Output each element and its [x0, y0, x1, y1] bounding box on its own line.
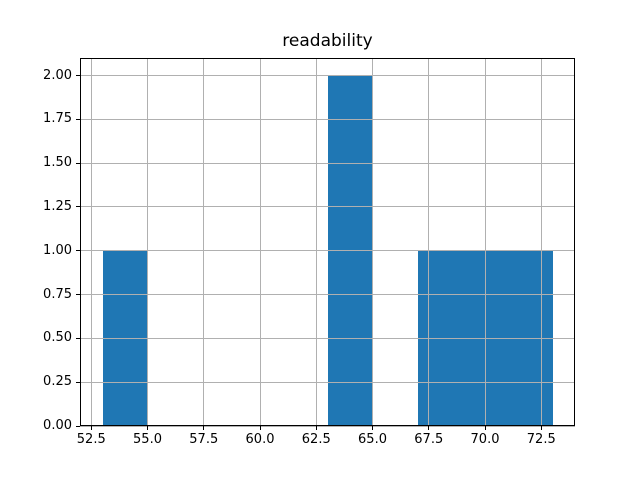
y-gridline [80, 206, 575, 208]
y-tick-label: 1.00 [43, 242, 72, 258]
x-tick-label: 55.0 [133, 432, 162, 447]
x-tick [90, 426, 92, 430]
x-gridline [259, 58, 261, 426]
chart-title: readability [282, 31, 373, 51]
grid-layer [80, 58, 575, 427]
plot-area: 52.5 55.0 57.5 60.0 62.5 65.0 67.5 70.0 72.5 0.00… [43, 58, 575, 447]
y-gridline [80, 118, 575, 120]
y-tick-label: 2.00 [43, 67, 72, 83]
x-tick [428, 426, 430, 430]
x-gridline [428, 58, 430, 426]
y-gridline [80, 162, 575, 164]
y-gridline [80, 294, 575, 296]
y-tick-label: 1.25 [43, 198, 72, 214]
x-tick-label: 57.5 [189, 432, 219, 447]
x-tick-label: 62.5 [301, 432, 331, 447]
y-tick [76, 118, 80, 120]
x-tick-label: 60.0 [245, 432, 275, 447]
y-tick-label: 1.75 [43, 111, 72, 127]
y-tick [76, 381, 80, 383]
y-tick [76, 162, 80, 164]
y-gridline [80, 381, 575, 383]
y-tick [76, 425, 80, 427]
x-gridline [372, 58, 373, 426]
y-tick [76, 206, 80, 208]
x-tick-label: 67.5 [414, 432, 444, 447]
x-tick [315, 426, 317, 430]
y-gridline [80, 337, 575, 339]
y-gridline [80, 75, 575, 77]
x-tick-label: 72.5 [526, 432, 556, 447]
x-tick [147, 426, 148, 430]
y-gridline [80, 250, 575, 252]
x-gridline [484, 58, 486, 426]
y-tick [76, 337, 80, 339]
y-tick-label: 0.75 [43, 286, 72, 302]
x-tick [203, 426, 205, 430]
y-gridline [80, 425, 575, 427]
y-tick-label: 0.25 [43, 374, 72, 390]
x-gridline [540, 58, 542, 426]
x-gridline [203, 58, 205, 426]
y-tick-label: 1.50 [43, 155, 72, 171]
y-tick [76, 294, 80, 296]
x-gridline [90, 58, 92, 426]
x-gridline [147, 58, 148, 426]
x-gridline [315, 58, 317, 426]
x-tick-label: 65.0 [358, 432, 387, 447]
x-tick [540, 426, 542, 430]
x-tick-label: 70.0 [470, 432, 500, 447]
x-tick [484, 426, 486, 430]
y-tick-label: 0.00 [43, 418, 72, 433]
y-tick-label: 0.50 [43, 330, 72, 346]
x-tick [372, 426, 373, 430]
x-tick-label: 52.5 [76, 432, 106, 447]
y-tick [76, 250, 80, 252]
y-tick [76, 75, 80, 77]
x-tick [259, 426, 261, 430]
